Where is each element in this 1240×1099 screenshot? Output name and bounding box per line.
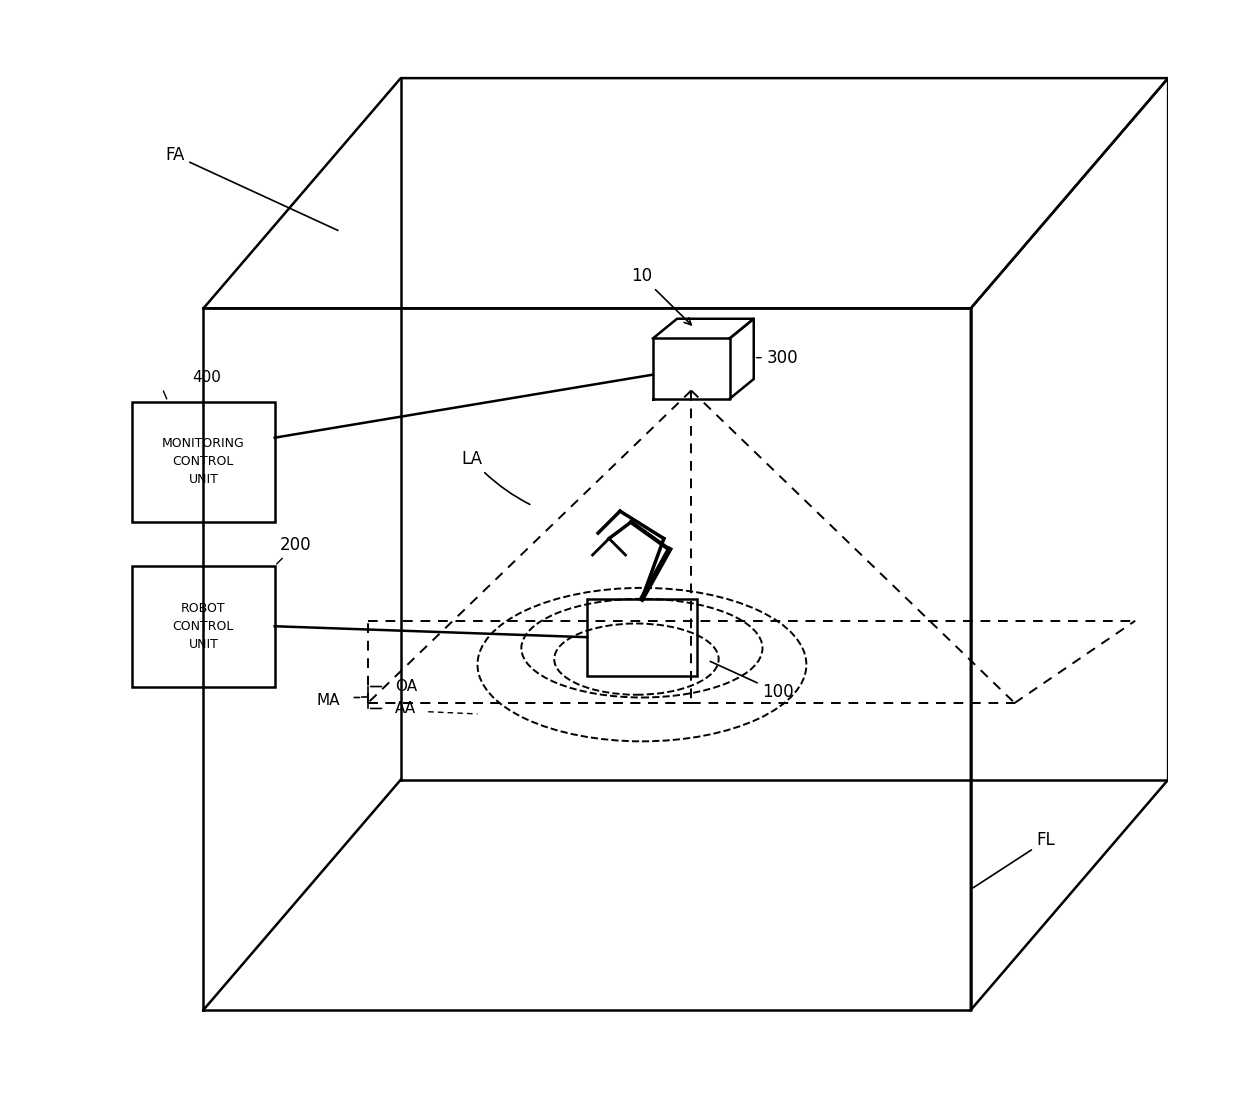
Text: 10: 10 xyxy=(631,267,691,325)
Text: MA: MA xyxy=(317,693,341,708)
Text: MONITORING
CONTROL
UNIT: MONITORING CONTROL UNIT xyxy=(162,437,244,486)
Text: OA: OA xyxy=(396,679,418,695)
Text: 100: 100 xyxy=(711,662,794,701)
Text: ROBOT
CONTROL
UNIT: ROBOT CONTROL UNIT xyxy=(172,602,234,651)
Text: 300: 300 xyxy=(756,348,799,367)
Text: 200: 200 xyxy=(277,535,311,564)
Text: FA: FA xyxy=(165,146,339,231)
Text: FL: FL xyxy=(973,832,1055,888)
Text: 400: 400 xyxy=(192,369,222,385)
Text: AA: AA xyxy=(396,701,417,715)
Text: LA: LA xyxy=(461,449,529,504)
